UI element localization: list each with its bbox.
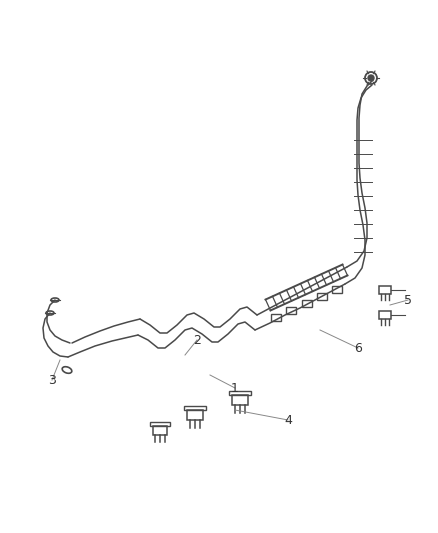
Text: 2: 2: [193, 334, 201, 346]
Text: 5: 5: [404, 294, 412, 306]
Text: 6: 6: [354, 342, 362, 354]
Text: 3: 3: [48, 374, 56, 386]
Text: 1: 1: [231, 382, 239, 394]
Text: 4: 4: [284, 414, 292, 426]
Circle shape: [368, 75, 374, 81]
